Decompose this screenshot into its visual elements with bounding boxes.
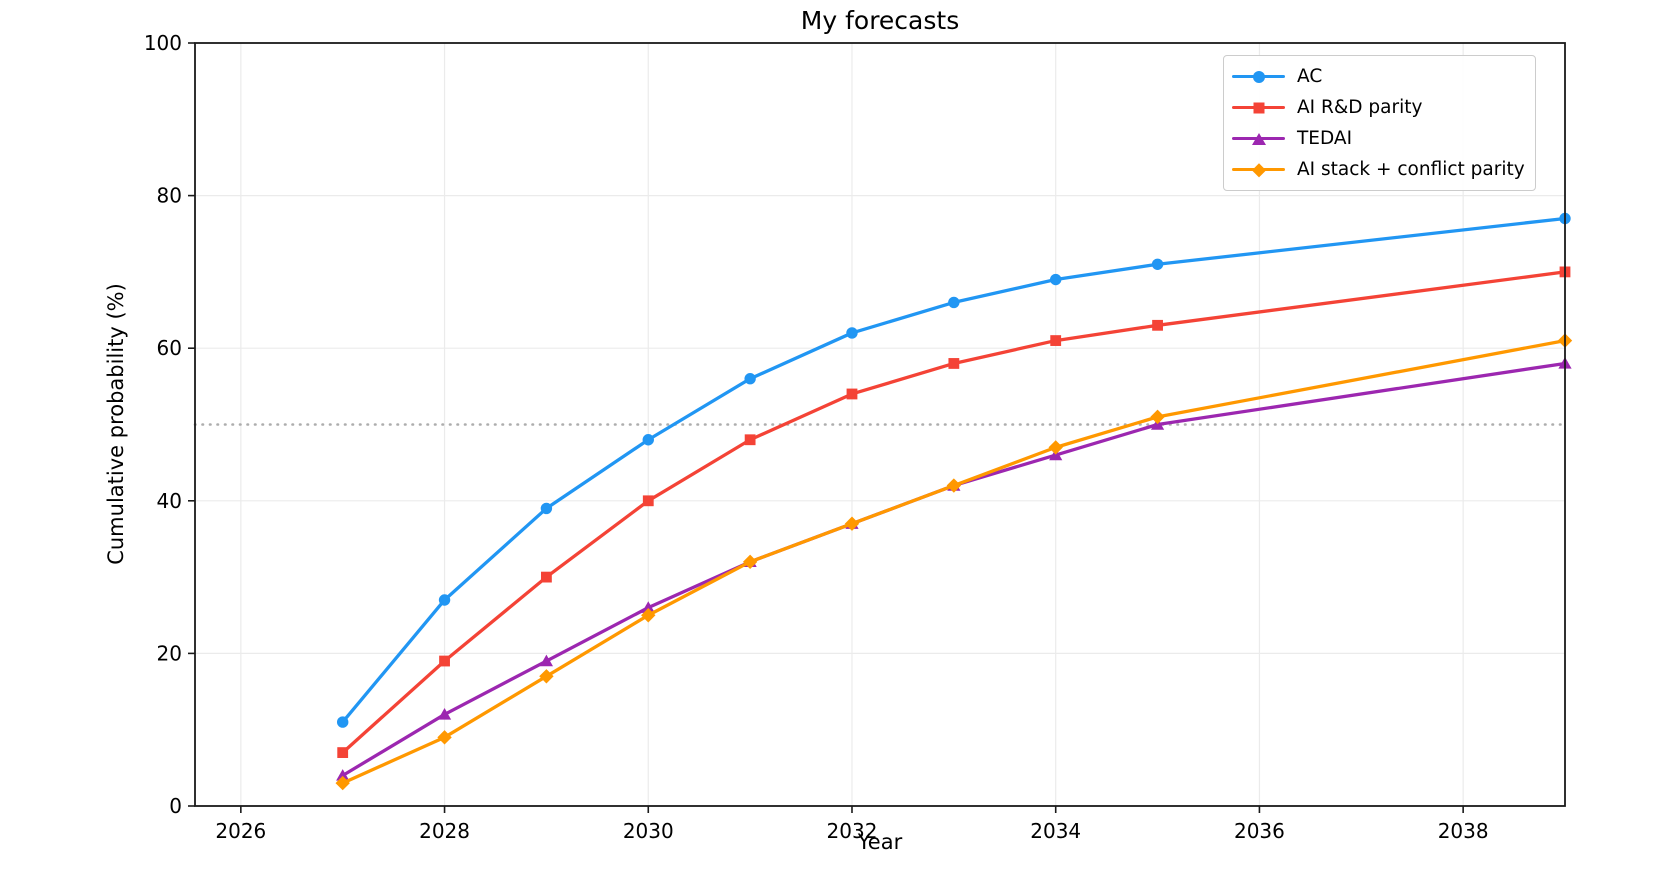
- circle-marker-icon: [1252, 70, 1265, 83]
- data-point-marker: [642, 434, 654, 446]
- data-point-marker: [742, 554, 758, 570]
- x-tick-label: 2036: [1234, 819, 1285, 843]
- x-axis-label: Year: [857, 830, 903, 854]
- data-point-marker: [1151, 258, 1164, 270]
- data-point-marker: [1050, 273, 1062, 286]
- data-point-marker: [336, 716, 349, 728]
- y-tick-label: 80: [157, 184, 182, 208]
- legend-label: AC: [1297, 66, 1323, 87]
- data-point-marker: [1152, 319, 1163, 331]
- data-point-marker: [539, 669, 554, 684]
- x-tick-label: 2028: [419, 819, 470, 843]
- data-point-marker: [1048, 440, 1063, 455]
- x-tick-label: 2032: [827, 819, 878, 843]
- x-tick-label: 2038: [1438, 819, 1489, 843]
- x-tick-label: 2026: [215, 819, 266, 843]
- data-point-marker: [1050, 335, 1062, 346]
- y-tick-label: 100: [144, 31, 182, 55]
- data-point-marker: [948, 296, 960, 309]
- legend-label: AI R&D parity: [1297, 97, 1423, 118]
- legend: AC AI R&D parity TEDAI AI stack + confli…: [1223, 55, 1536, 191]
- series-line: [341, 270, 1567, 755]
- y-tick-label: 60: [157, 336, 182, 360]
- data-point-marker: [642, 495, 654, 507]
- y-tick-label: 20: [157, 641, 182, 665]
- data-point-marker: [641, 608, 656, 623]
- legend-label: TEDAI: [1297, 128, 1353, 149]
- data-point-marker: [946, 478, 962, 493]
- legend-entry-tedai: TEDAI: [1232, 123, 1525, 154]
- data-point-marker: [846, 327, 858, 339]
- data-point-marker: [336, 769, 350, 781]
- data-point-marker: [437, 708, 452, 720]
- y-axis-label-text: Cumulative probability (%): [104, 283, 128, 565]
- data-point-marker: [641, 601, 655, 613]
- legend-label: AI stack + conflict parity: [1297, 159, 1525, 180]
- x-tick-label: 2030: [623, 819, 674, 843]
- data-point-marker: [846, 388, 858, 400]
- legend-entry-ai-rd-parity: AI R&D parity: [1232, 92, 1525, 123]
- data-point-marker: [948, 358, 960, 369]
- legend-sample-line: [1232, 100, 1285, 115]
- triangle-marker-icon: [1251, 132, 1266, 145]
- data-point-marker: [540, 502, 553, 515]
- legend-sample-line: [1232, 131, 1285, 146]
- data-point-marker: [744, 434, 756, 446]
- diamond-marker-icon: [1251, 162, 1266, 177]
- data-point-marker: [439, 655, 450, 667]
- data-point-marker: [438, 594, 451, 606]
- y-tick-label: 40: [157, 489, 182, 513]
- square-marker-icon: [1253, 102, 1264, 113]
- series-line: [341, 338, 1567, 785]
- data-point-marker: [844, 516, 860, 531]
- legend-sample-line: [1232, 162, 1285, 177]
- chart-title: My forecasts: [800, 6, 960, 35]
- data-point-marker: [1150, 409, 1165, 425]
- legend-sample-line: [1232, 69, 1285, 84]
- x-tick-label: 2034: [1030, 819, 1081, 843]
- data-point-marker: [335, 775, 350, 791]
- y-tick-label: 0: [169, 794, 182, 818]
- axes-spines: [194, 42, 1566, 807]
- legend-entry-ai-stack-conflict-parity: AI stack + conflict parity: [1232, 154, 1525, 185]
- data-point-marker: [337, 747, 349, 758]
- data-point-marker: [744, 373, 756, 385]
- data-point-marker: [539, 654, 554, 667]
- data-point-marker: [437, 730, 452, 745]
- legend-entry-ac: AC: [1232, 61, 1525, 92]
- series-line: [341, 216, 1567, 724]
- data-point-marker: [541, 571, 552, 583]
